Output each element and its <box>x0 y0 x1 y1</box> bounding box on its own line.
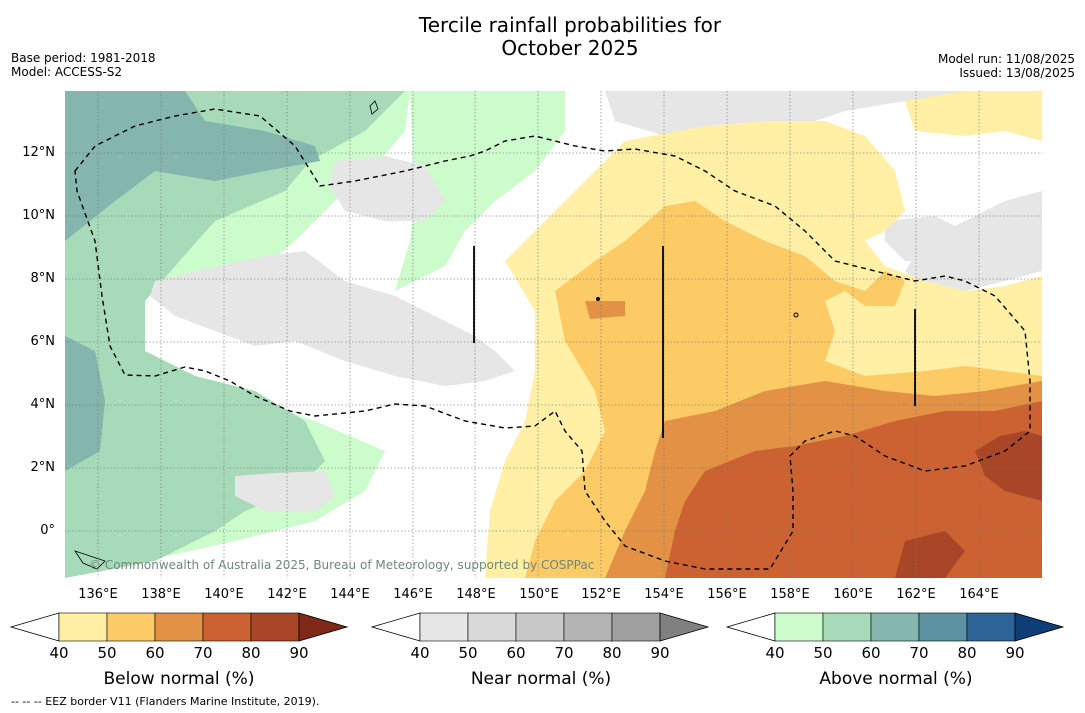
cb-tick: 70 <box>554 644 574 662</box>
lon-label: 158°E <box>770 587 810 602</box>
lon-label: 142°E <box>267 587 307 602</box>
title-line-2: October 2025 <box>501 36 639 60</box>
cb-tick: 50 <box>97 644 117 662</box>
eez-footnote: -- -- -- EEZ border V11 (Flanders Marine… <box>11 695 320 708</box>
colorbar-segment <box>154 612 204 642</box>
lat-label: 6°N <box>30 334 56 349</box>
lat-label: 4°N <box>30 397 56 412</box>
base-period: Base period: 1981-2018 <box>11 51 156 65</box>
colorbar-title: Near normal (%) <box>470 669 612 689</box>
cb-tick: 60 <box>145 644 165 662</box>
colorbar-segment <box>58 612 108 642</box>
lon-label: 160°E <box>833 587 873 602</box>
colorbar-segment <box>611 612 661 642</box>
cb-tick: 90 <box>289 644 309 662</box>
issued-date: Issued: 13/08/2025 <box>959 66 1075 80</box>
lon-label: 150°E <box>519 587 559 602</box>
title-line-1: Tercile rainfall probabilities for <box>418 13 722 37</box>
cb-tick: 70 <box>909 644 929 662</box>
colorbar-segment <box>467 612 517 642</box>
lon-label: 140°E <box>204 587 244 602</box>
copyright-notice: © Commonwealth of Australia 2025, Bureau… <box>89 558 595 572</box>
colorbar-segment <box>774 612 824 642</box>
probability-map <box>65 91 1042 578</box>
lon-label: 164°E <box>959 587 999 602</box>
cb-tick: 40 <box>49 644 69 662</box>
colorbar-below-normal <box>10 612 350 642</box>
colorbar-title: Below normal (%) <box>103 669 255 689</box>
lon-label: 152°E <box>581 587 621 602</box>
lat-label: 0° <box>40 523 55 538</box>
colorbar-near-normal <box>371 612 711 642</box>
cb-tick: 60 <box>506 644 526 662</box>
lon-label: 144°E <box>330 587 370 602</box>
lat-label: 12°N <box>22 145 55 160</box>
colorbar-segment <box>563 612 613 642</box>
colorbar-extend-right <box>298 612 349 642</box>
colorbar-segment <box>966 612 1016 642</box>
lon-label: 138°E <box>141 587 181 602</box>
lon-label: 156°E <box>707 587 747 602</box>
lon-label: 136°E <box>78 587 118 602</box>
colorbar-title: Above normal (%) <box>819 669 973 689</box>
lat-label: 2°N <box>30 460 56 475</box>
colorbar-segment <box>515 612 565 642</box>
colorbar-extend-right <box>659 612 710 642</box>
lon-label: 146°E <box>393 587 433 602</box>
lon-label: 148°E <box>456 587 496 602</box>
colorbar-extend-left <box>371 612 421 642</box>
meta-right: Model run: 11/08/2025 Issued: 13/08/2025 <box>938 52 1075 80</box>
cb-tick: 40 <box>765 644 785 662</box>
colorbar-segment <box>822 612 872 642</box>
cb-tick: 80 <box>957 644 977 662</box>
cb-tick: 50 <box>813 644 833 662</box>
colorbar-extend-left <box>10 612 60 642</box>
lat-label: 10°N <box>22 208 55 223</box>
lat-label: 8°N <box>30 271 56 286</box>
cb-tick: 80 <box>602 644 622 662</box>
map-panel: © Commonwealth of Australia 2025, Bureau… <box>65 91 1042 578</box>
cb-tick: 60 <box>861 644 881 662</box>
cb-tick: 90 <box>1005 644 1025 662</box>
colorbar-segment <box>918 612 968 642</box>
colorbar-segment <box>870 612 920 642</box>
lon-label: 154°E <box>644 587 684 602</box>
colorbar-segment <box>202 612 252 642</box>
cb-tick: 80 <box>241 644 261 662</box>
cb-tick: 50 <box>458 644 478 662</box>
colorbar-extend-right <box>1014 612 1065 642</box>
cb-tick: 70 <box>193 644 213 662</box>
colorbar-above-normal <box>726 612 1066 642</box>
model-name: Model: ACCESS-S2 <box>11 65 123 79</box>
colorbar-extend-left <box>726 612 776 642</box>
cb-tick: 90 <box>650 644 670 662</box>
meta-left: Base period: 1981-2018 Model: ACCESS-S2 <box>11 51 156 79</box>
cb-tick: 40 <box>410 644 430 662</box>
colorbar-segment <box>419 612 469 642</box>
lon-label: 162°E <box>896 587 936 602</box>
colorbar-segment <box>250 612 300 642</box>
chart-title: Tercile rainfall probabilities for Octob… <box>0 14 1085 60</box>
colorbar-segment <box>106 612 156 642</box>
model-run: Model run: 11/08/2025 <box>937 52 1075 66</box>
